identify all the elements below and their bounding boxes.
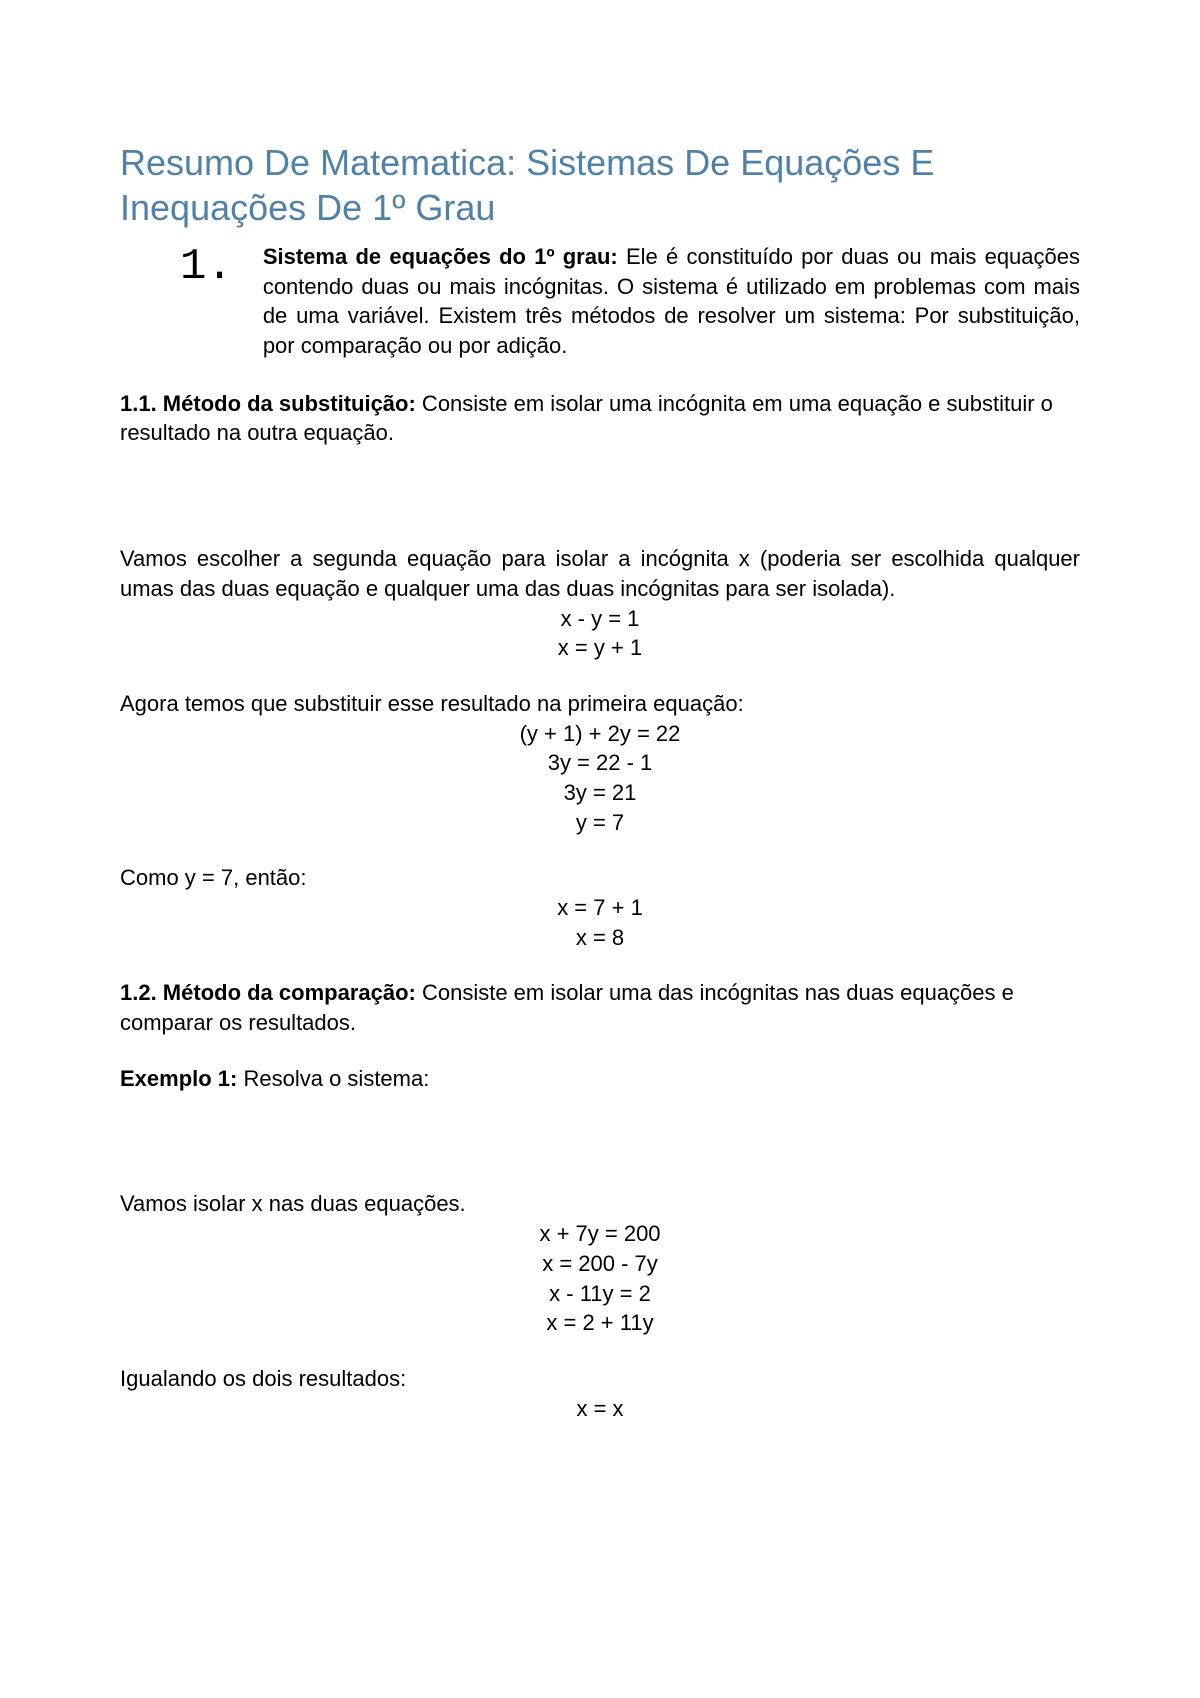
eq-line: (y + 1) + 2y = 22	[120, 719, 1080, 749]
section-1-1: 1.1. Método da substituição: Consiste em…	[120, 389, 1080, 448]
spacer	[120, 952, 1080, 978]
equation-block-1: x - y = 1 x = y + 1	[120, 604, 1080, 663]
s11-paragraph: 1.1. Método da substituição: Consiste em…	[120, 389, 1080, 448]
igualando-paragraph: Igualando os dois resultados:	[120, 1364, 1080, 1394]
eq-line: x + 7y = 200	[120, 1219, 1080, 1249]
s12-paragraph: 1.2. Método da comparação: Consiste em i…	[120, 978, 1080, 1037]
equation-block-3: x = 7 + 1 x = 8	[120, 893, 1080, 952]
intro-paragraph: Sistema de equações do 1º grau: Ele é co…	[263, 242, 1080, 361]
equation-block-4: x + 7y = 200 x = 200 - 7y x - 11y = 2 x …	[120, 1219, 1080, 1338]
eq-line: x - y = 1	[120, 604, 1080, 634]
spacer	[120, 1338, 1080, 1364]
ex1-bold: Exemplo 1:	[120, 1066, 237, 1091]
spacer	[120, 837, 1080, 863]
ex1-rest: Resolva o sistema:	[237, 1066, 429, 1091]
intro-bold: Sistema de equações do 1º grau:	[263, 244, 618, 269]
spacer	[120, 663, 1080, 689]
spacer	[120, 448, 1080, 544]
eq-line: x = 7 + 1	[120, 893, 1080, 923]
spacer	[120, 1038, 1080, 1064]
como-paragraph: Como y = 7, então:	[120, 863, 1080, 893]
choose-paragraph: Vamos escolher a segunda equação para is…	[120, 544, 1080, 603]
document-page: Resumo De Matematica: Sistemas De Equaçõ…	[0, 0, 1200, 1698]
equation-block-2: (y + 1) + 2y = 22 3y = 22 - 1 3y = 21 y …	[120, 719, 1080, 838]
intro-row: 1. Sistema de equações do 1º grau: Ele é…	[180, 242, 1080, 361]
eq-line: x = 200 - 7y	[120, 1249, 1080, 1279]
intro-block: 1. Sistema de equações do 1º grau: Ele é…	[120, 242, 1080, 361]
isolar-paragraph: Vamos isolar x nas duas equações.	[120, 1189, 1080, 1219]
s11-bold: 1.1. Método da substituição:	[120, 391, 416, 416]
eq-line: x - 11y = 2	[120, 1279, 1080, 1309]
intro-text-wrap: Sistema de equações do 1º grau: Ele é co…	[263, 242, 1080, 361]
s12-bold: 1.2. Método da comparação:	[120, 980, 416, 1005]
eq-line: 3y = 21	[120, 778, 1080, 808]
equation-block-5: x = x	[120, 1394, 1080, 1424]
subst-paragraph: Agora temos que substituir esse resultad…	[120, 689, 1080, 719]
eq-line: x = y + 1	[120, 633, 1080, 663]
eq-line: y = 7	[120, 808, 1080, 838]
spacer	[120, 1093, 1080, 1189]
eq-line: x = x	[120, 1394, 1080, 1424]
eq-line: 3y = 22 - 1	[120, 748, 1080, 778]
eq-line: x = 2 + 11y	[120, 1308, 1080, 1338]
list-number: 1.	[180, 242, 233, 292]
eq-line: x = 8	[120, 923, 1080, 953]
page-title: Resumo De Matematica: Sistemas De Equaçõ…	[120, 140, 1080, 230]
ex1-paragraph: Exemplo 1: Resolva o sistema:	[120, 1064, 1080, 1094]
